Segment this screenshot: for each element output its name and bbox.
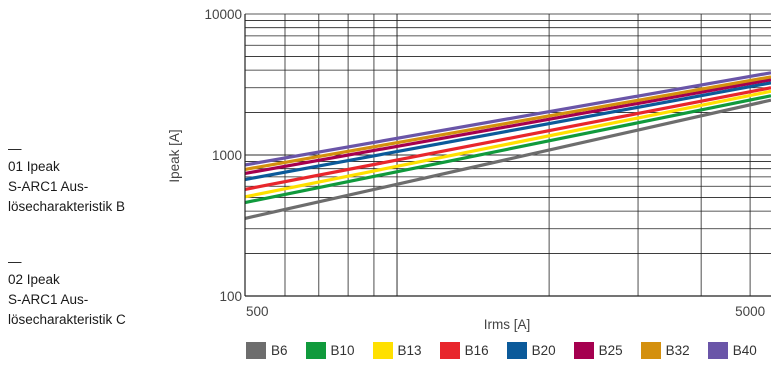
legend: B6 B10 B13 B16 B20 B25 B32 B40 xyxy=(246,342,771,359)
legend-swatch xyxy=(640,342,661,359)
legend-swatch xyxy=(707,342,728,359)
series-line-b13 xyxy=(244,89,771,199)
y-tick-label: 100 xyxy=(219,289,242,304)
legend-label: B20 xyxy=(531,343,556,358)
series-line-b10 xyxy=(244,94,771,205)
axes: 10000 1000 100 500 5000 xyxy=(204,7,771,319)
caption-line: S-ARC1 Aus- xyxy=(8,292,89,307)
x-tick-label: 500 xyxy=(246,304,269,319)
legend-item-b20: B20 xyxy=(506,342,556,359)
caption-dash: — xyxy=(8,141,22,156)
series-line-b32 xyxy=(244,75,771,172)
y-tick-label: 10000 xyxy=(204,7,242,22)
series-line-b40 xyxy=(244,71,771,167)
legend-swatch xyxy=(246,342,266,359)
legend-item-b6: B6 xyxy=(246,342,288,359)
y-tick-label: 1000 xyxy=(212,148,242,163)
legend-item-b10: B10 xyxy=(305,342,355,359)
series-line-b16 xyxy=(244,86,771,191)
caption-line: S-ARC1 Aus- xyxy=(8,179,89,194)
legend-label: B13 xyxy=(397,343,422,358)
legend-item-b16: B16 xyxy=(439,342,489,359)
legend-item-b13: B13 xyxy=(372,342,422,359)
legend-label: B25 xyxy=(598,343,623,358)
legend-label: B10 xyxy=(330,343,355,358)
legend-label: B40 xyxy=(732,343,757,358)
legend-swatch xyxy=(305,342,326,359)
legend-item-b25: B25 xyxy=(573,342,623,359)
caption-dash: — xyxy=(8,254,22,269)
legend-swatch xyxy=(506,342,527,359)
legend-label: B6 xyxy=(271,343,288,358)
caption-02: — 02 Ipeak S-ARC1 Aus- lösecharakteristi… xyxy=(8,252,208,330)
legend-swatch xyxy=(573,342,594,359)
legend-swatch xyxy=(372,342,393,359)
series-group xyxy=(244,71,771,220)
legend-item-b40: B40 xyxy=(707,342,757,359)
series-line-b25 xyxy=(244,78,771,176)
x-axis-label: Irms [A] xyxy=(484,317,531,332)
caption-01: — 01 Ipeak S-ARC1 Aus- lösecharakteristi… xyxy=(8,139,208,217)
legend-item-b32: B32 xyxy=(640,342,690,359)
caption-line: lösecharakteristik B xyxy=(8,199,126,214)
y-axis-label: Ipeak [A] xyxy=(167,129,182,182)
caption-line: 02 Ipeak xyxy=(8,272,60,287)
series-line-b20 xyxy=(244,81,771,182)
caption-line: lösecharakteristik C xyxy=(8,312,126,327)
legend-swatch xyxy=(439,342,460,359)
legend-label: B16 xyxy=(464,343,489,358)
legend-label: B32 xyxy=(665,343,690,358)
caption-line: 01 Ipeak xyxy=(8,159,60,174)
x-tick-label: 5000 xyxy=(735,304,765,319)
series-line-b6 xyxy=(244,98,771,220)
